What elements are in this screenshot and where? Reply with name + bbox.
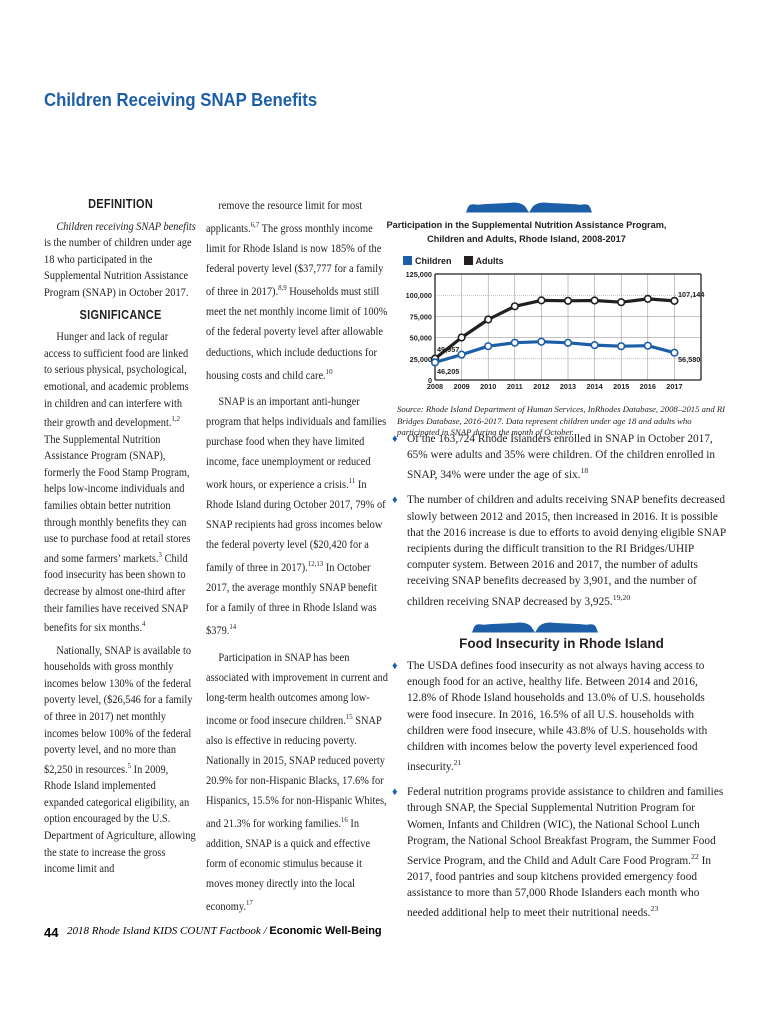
svg-text:2017: 2017: [666, 382, 682, 391]
svg-text:2016: 2016: [640, 382, 656, 391]
svg-text:50,000: 50,000: [410, 334, 432, 343]
svg-text:2011: 2011: [507, 382, 523, 391]
svg-text:75,000: 75,000: [410, 312, 432, 321]
svg-text:25,000: 25,000: [410, 355, 432, 364]
svg-text:46,205: 46,205: [437, 367, 459, 376]
svg-text:125,000: 125,000: [406, 270, 432, 279]
svg-text:2008: 2008: [427, 382, 443, 391]
svg-text:2013: 2013: [560, 382, 576, 391]
svg-text:56,580: 56,580: [678, 355, 700, 364]
svg-text:2010: 2010: [480, 382, 496, 391]
svg-text:107,144: 107,144: [678, 290, 705, 299]
svg-text:100,000: 100,000: [406, 291, 432, 300]
svg-text:49,957: 49,957: [437, 345, 459, 354]
svg-text:2015: 2015: [613, 382, 629, 391]
svg-text:2014: 2014: [586, 382, 603, 391]
svg-text:2009: 2009: [453, 382, 469, 391]
svg-text:2012: 2012: [533, 382, 549, 391]
